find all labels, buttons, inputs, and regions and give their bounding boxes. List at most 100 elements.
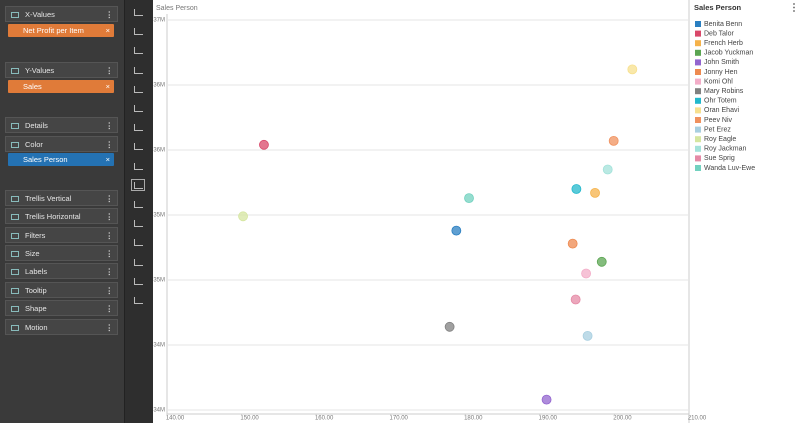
x-tick-label: 140.00	[166, 416, 185, 422]
field-section[interactable]: Shape ⋮	[5, 300, 118, 316]
fields-panel: X-Values ⋮ Net Profit per Item × Y-Values ⋮ Sa…	[0, 0, 125, 423]
legend-label: Pet Erez	[704, 126, 731, 133]
legend-title: Sales Person	[694, 3, 742, 12]
chart-title: Sales Person	[156, 5, 198, 12]
section-menu[interactable]: ⋮	[105, 304, 114, 313]
field-section[interactable]: Details ⋮	[5, 117, 118, 133]
field-pill-text: Net Profit per Item	[23, 26, 84, 35]
legend-label: Benita Benn	[704, 21, 742, 28]
tool-icon	[134, 258, 143, 266]
point	[596, 256, 607, 267]
legend-label: Jonny Hen	[704, 69, 738, 76]
y-tick-label: 35M	[153, 278, 165, 284]
section-menu[interactable]: ⋮	[105, 212, 114, 221]
y-tick-label: 34M	[153, 408, 165, 414]
field-section[interactable]: Y-Values ⋮	[5, 62, 118, 78]
legend-swatch	[695, 69, 701, 75]
legend-label: French Herb	[704, 40, 743, 47]
legend-label: Sue Sprig	[704, 155, 735, 162]
point	[567, 238, 578, 249]
field-section-text: X-Values	[25, 10, 55, 19]
section-icon	[11, 269, 19, 275]
tool-icon	[134, 239, 143, 247]
point	[581, 268, 591, 279]
legend-label: Komi Ohl	[704, 78, 733, 85]
field-section[interactable]: Trellis Vertical ⋮	[5, 190, 118, 206]
legend-swatch	[695, 126, 701, 133]
tool-button[interactable]	[131, 178, 145, 191]
point	[570, 294, 581, 305]
y-tick-label: 36M	[153, 83, 165, 89]
field-section[interactable]: X-Values ⋮	[5, 6, 118, 22]
section-menu[interactable]: ⋮	[105, 286, 114, 295]
section-icon	[11, 214, 19, 220]
x-tick-label: 190.00	[539, 416, 558, 422]
field-section[interactable]: Trellis Horizontal ⋮	[5, 208, 118, 224]
legend-label: Jacob Yuckman	[704, 50, 753, 57]
section-icon	[11, 306, 19, 312]
section-menu[interactable]: ⋮	[105, 121, 114, 130]
tool-icon	[134, 220, 143, 228]
section-icon	[11, 196, 19, 202]
section-menu[interactable]: ⋮	[105, 231, 114, 240]
legend-swatch	[695, 30, 701, 37]
point	[627, 64, 638, 75]
field-section[interactable]: Color ⋮	[5, 136, 118, 152]
legend-swatch	[695, 88, 701, 95]
remove-field[interactable]: ×	[105, 82, 110, 91]
field-section-text: Size	[25, 249, 40, 258]
field-section[interactable]: Labels ⋮	[5, 263, 118, 279]
section-menu[interactable]: ⋮	[105, 10, 114, 19]
section-icon	[11, 251, 19, 257]
section-menu[interactable]: ⋮	[105, 194, 114, 203]
section-menu[interactable]: ⋮	[105, 66, 114, 75]
x-tick-label: 180.00	[464, 416, 483, 422]
point	[608, 135, 619, 146]
legend-label: Peev Niv	[704, 117, 733, 124]
field-section[interactable]: Motion ⋮	[5, 319, 118, 335]
legend-label: Mary Robins	[704, 88, 744, 95]
section-menu[interactable]: ⋮	[105, 267, 114, 276]
toolbar	[125, 0, 153, 423]
field-pill[interactable]: Sales Person ×	[8, 153, 114, 166]
legend-label: John Smith	[704, 59, 739, 66]
legend-label: Roy Eagle	[704, 136, 736, 143]
point	[259, 139, 269, 150]
legend-swatch	[695, 59, 701, 66]
point	[464, 193, 474, 204]
tool-icon	[134, 85, 143, 93]
remove-field[interactable]: ×	[105, 26, 110, 35]
section-menu[interactable]: ⋮	[105, 249, 114, 258]
field-pill[interactable]: Sales ×	[8, 80, 114, 93]
section-menu[interactable]: ⋮	[105, 323, 114, 332]
legend-menu[interactable]: ⋮	[789, 3, 798, 14]
section-icon	[11, 142, 19, 148]
section-icon	[11, 12, 19, 18]
legend-swatch	[695, 165, 701, 171]
section-icon	[11, 123, 19, 129]
section-icon	[11, 288, 19, 294]
x-tick-label: 170.00	[390, 416, 409, 422]
point	[571, 184, 582, 194]
field-section-text: Shape	[25, 304, 47, 313]
x-tick-label: 200.00	[613, 416, 632, 422]
section-icon	[11, 325, 19, 331]
point	[590, 187, 600, 198]
point	[582, 330, 593, 341]
field-section[interactable]: Size ⋮	[5, 245, 118, 261]
legend-swatch	[695, 145, 701, 152]
legend-label: Roy Jackman	[704, 146, 747, 153]
legend-swatch	[695, 78, 701, 85]
section-icon	[11, 233, 19, 239]
field-pill[interactable]: Net Profit per Item ×	[8, 24, 114, 37]
legend-label: Oran Ehavi	[704, 107, 739, 114]
remove-field[interactable]: ×	[105, 155, 110, 164]
legend-swatch	[695, 117, 701, 123]
tool-icon	[134, 66, 143, 74]
y-tick-label: 35M	[153, 213, 165, 219]
field-section[interactable]: Filters ⋮	[5, 227, 118, 243]
tool-icon	[134, 28, 143, 36]
section-menu[interactable]: ⋮	[105, 140, 114, 149]
legend-swatch	[695, 136, 701, 143]
field-section[interactable]: Tooltip ⋮	[5, 282, 118, 298]
